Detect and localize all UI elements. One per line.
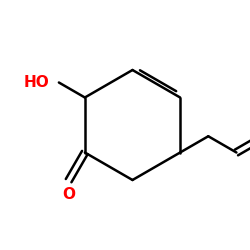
Text: HO: HO (23, 75, 49, 90)
Text: O: O (62, 187, 75, 202)
